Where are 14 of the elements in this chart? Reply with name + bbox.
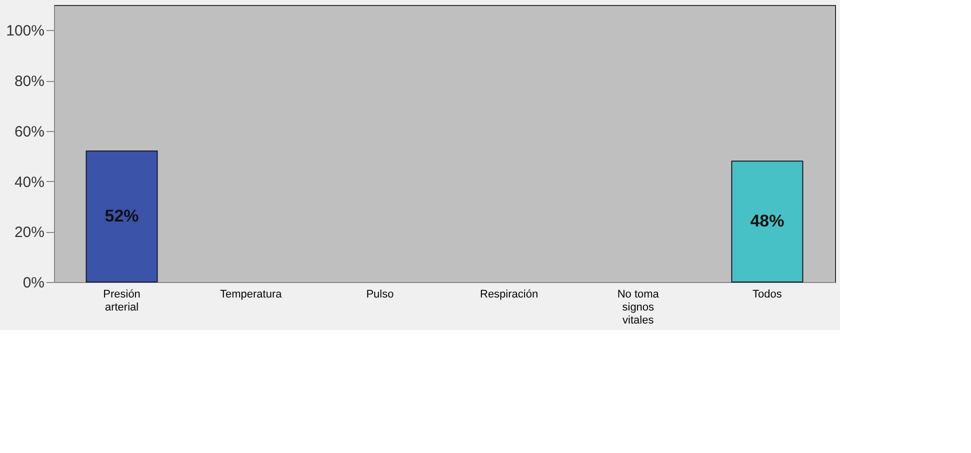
y-tick-label: 60% xyxy=(14,123,44,140)
x-tick-label: Temperatura xyxy=(220,288,283,300)
data-label: 48% xyxy=(750,212,784,231)
y-tick-label: 80% xyxy=(14,73,44,90)
data-label: 52% xyxy=(104,206,139,226)
x-tick-label: Respiración xyxy=(480,288,538,300)
x-tick-label: Presión arterial xyxy=(103,288,140,314)
y-tick-label: 0% xyxy=(22,274,44,292)
y-tick-label: 100% xyxy=(6,22,44,40)
y-tick-label: 20% xyxy=(14,224,44,242)
x-tick-label: Pulso xyxy=(366,288,394,300)
x-tick-label: Todos xyxy=(752,288,782,300)
y-tick-label: 40% xyxy=(14,174,44,191)
x-tick-label: No toma signos vitales xyxy=(617,288,660,326)
